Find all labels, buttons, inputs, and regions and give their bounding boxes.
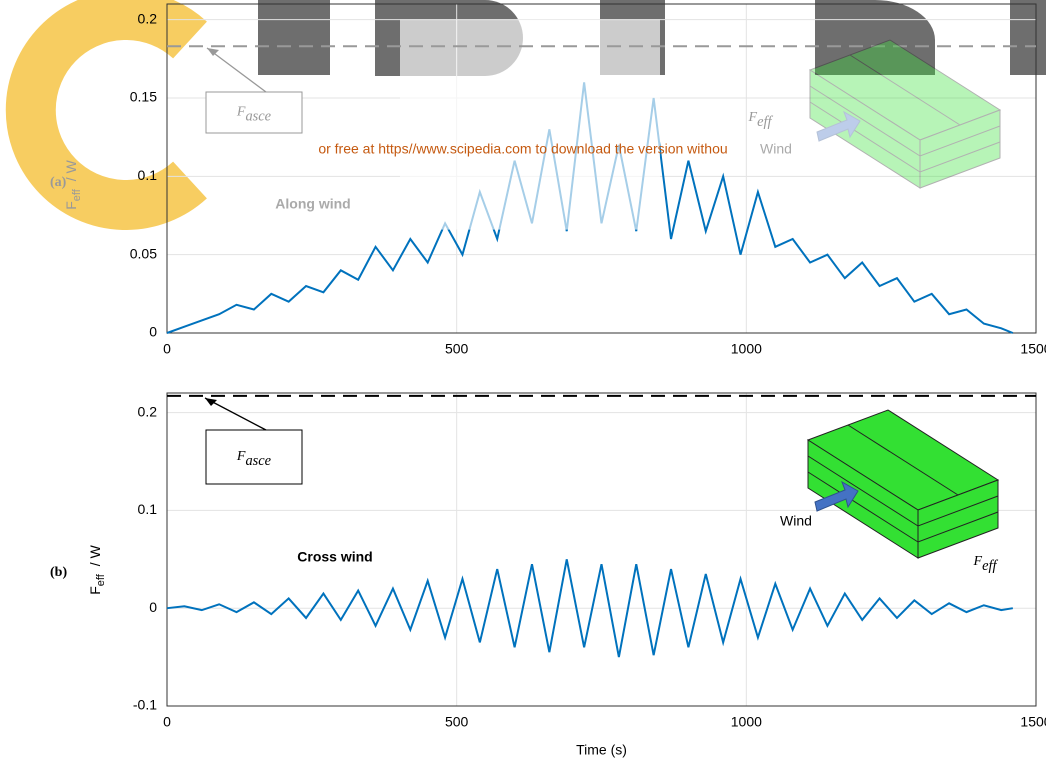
wind-label: Wind	[780, 513, 812, 529]
x-tick-label: 0	[163, 341, 171, 357]
x-tick-label: 0	[163, 714, 171, 730]
y-tick-label: 0	[149, 324, 157, 340]
x-tick-label: 1000	[731, 341, 762, 357]
threshold-arrowhead	[205, 398, 217, 406]
watermark-fade	[400, 19, 660, 230]
x-tick-label: 500	[445, 341, 469, 357]
x-tick-label: 1500	[1020, 714, 1046, 730]
watermark-i	[258, 0, 330, 75]
force-label: Feff	[748, 110, 774, 130]
threshold-label-box	[205, 91, 303, 134]
force-label: Feff	[973, 554, 999, 574]
y-tick-label: -0.1	[133, 697, 157, 713]
y-label-rest: / W	[87, 544, 103, 566]
y-tick-label: 0.1	[138, 501, 158, 517]
y-label-subscript: eff	[71, 188, 83, 201]
y-tick-label: 0	[149, 599, 157, 615]
y-label-symbol: F	[87, 586, 103, 595]
force-label-symbol: F	[973, 554, 983, 569]
annotation: Along wind	[275, 196, 350, 212]
wind-label: Wind	[760, 141, 792, 157]
threshold-label-box	[205, 429, 303, 485]
axes-frame	[166, 392, 1037, 707]
inset-layers	[807, 455, 999, 527]
inset-ridge	[849, 54, 961, 126]
y-tick-label: 0.05	[130, 245, 157, 261]
x-tick-label: 500	[445, 714, 469, 730]
wind-arrow	[816, 110, 861, 142]
axes-frame	[166, 3, 1037, 334]
data-line	[166, 559, 1013, 658]
panel-label: (a)	[50, 175, 67, 190]
watermark-i2	[1010, 0, 1046, 75]
threshold-label-subscript: asce	[245, 109, 271, 125]
threshold-arrowhead	[207, 48, 219, 56]
threshold-label: Fasce	[236, 105, 272, 125]
inset-layers	[809, 101, 1001, 173]
x-axis-label: Time (s)	[576, 742, 627, 758]
threshold-arrow	[206, 47, 267, 93]
y-label-subscript: eff	[95, 573, 107, 586]
threshold-label-symbol: F	[236, 449, 246, 464]
y-axis-label: Feff / W	[63, 159, 83, 209]
y-axis-label: Feff / W	[87, 544, 107, 594]
y-label-symbol: F	[63, 201, 79, 210]
y-tick-label: 0.2	[138, 10, 158, 26]
y-label-rest: / W	[63, 159, 79, 181]
force-label-subscript: eff	[757, 114, 773, 130]
inset	[808, 39, 1002, 189]
threshold-label-symbol: F	[236, 105, 246, 120]
threshold-arrow	[204, 397, 267, 431]
inset-top	[808, 39, 1002, 141]
wind-arrow	[814, 480, 859, 512]
watermark-c	[5, 0, 207, 230]
watermark-d	[815, 0, 935, 75]
y-tick-label: 0.15	[130, 89, 157, 105]
y-tick-label: 0.1	[138, 167, 158, 183]
inset	[806, 409, 1000, 559]
threshold-label-subscript: asce	[245, 453, 271, 469]
annotation: Cross wind	[297, 549, 372, 565]
force-label-symbol: F	[748, 110, 758, 125]
watermark-text: or free at https//www.scipedia.com to do…	[318, 141, 727, 157]
inset-ridge	[847, 424, 959, 496]
force-label-subscript: eff	[982, 558, 998, 574]
y-tick-label: 0.2	[138, 403, 158, 419]
inset-front	[809, 69, 921, 189]
x-tick-label: 1000	[731, 714, 762, 730]
panel-label: (b)	[50, 565, 67, 580]
x-tick-label: 1500	[1020, 341, 1046, 357]
inset-layers	[809, 85, 1001, 157]
inset-side	[919, 109, 1001, 189]
threshold-label: Fasce	[236, 449, 272, 469]
